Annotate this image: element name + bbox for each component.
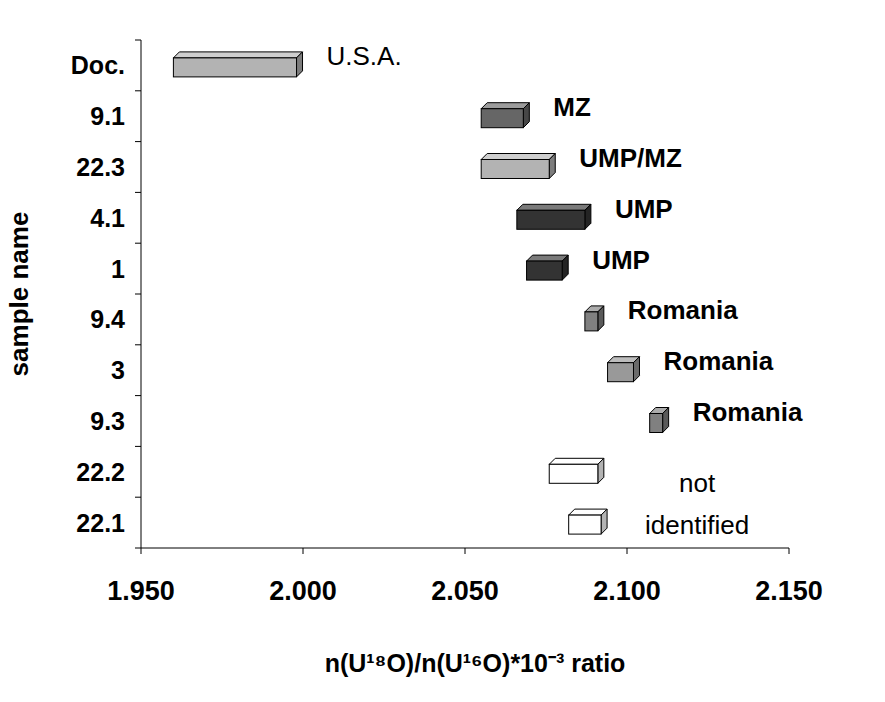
bar-side	[633, 357, 639, 382]
bar-side	[598, 306, 604, 331]
y-tick-mark	[135, 395, 141, 396]
bar	[173, 58, 296, 77]
bar-side	[585, 204, 591, 229]
x-tick-mark	[789, 548, 790, 554]
bar-top	[173, 52, 302, 58]
bar-side	[663, 408, 669, 433]
bar	[569, 515, 601, 534]
y-tick-mark	[135, 141, 141, 142]
bar-top	[481, 103, 529, 109]
y-tick-mark	[135, 192, 141, 193]
x-tick-mark	[465, 548, 466, 554]
bars	[173, 52, 668, 534]
bar-label: Romania	[663, 346, 773, 376]
x-tick-label: 1.950	[107, 576, 175, 606]
bar	[549, 464, 598, 483]
bar-top	[549, 458, 604, 464]
bar-label: Romania	[628, 295, 738, 325]
x-tick-label: 2.150	[755, 576, 823, 606]
bar-top	[517, 204, 591, 210]
y-tick-mark	[135, 497, 141, 498]
x-tick-label: 2.100	[593, 576, 661, 606]
y-tick-mark	[135, 446, 141, 447]
bar-side	[523, 103, 529, 128]
x-tick-mark	[627, 548, 628, 554]
bar-label: Romania	[693, 397, 803, 427]
bar	[585, 312, 598, 331]
bar-label: UMP/MZ	[579, 143, 682, 173]
bar-label: UMP	[592, 245, 650, 275]
bar-label: U.S.A.	[327, 41, 402, 71]
y-tick-label: Doc.	[71, 51, 125, 79]
y-tick-mark	[135, 90, 141, 91]
y-tick-mark	[135, 344, 141, 345]
bar	[650, 414, 663, 433]
bar-top	[481, 154, 555, 160]
y-tick-label: 22.3	[76, 153, 125, 181]
bar	[481, 160, 549, 179]
y-tick-label: 3	[111, 356, 125, 384]
bar-label-line: not	[679, 468, 716, 498]
y-tick-label: 22.1	[76, 509, 125, 537]
bar	[517, 210, 585, 229]
y-tick-label: 9.3	[90, 407, 125, 435]
y-axis-title: sample name	[4, 212, 34, 377]
x-tick-mark	[303, 548, 304, 554]
y-tick-mark	[135, 40, 141, 41]
bar-side	[549, 154, 555, 179]
bar-side	[297, 52, 303, 77]
y-tick-mark	[135, 548, 141, 549]
y-tick-mark	[135, 294, 141, 295]
bar	[527, 261, 563, 280]
bar-side	[598, 458, 604, 483]
y-tick-label: 9.4	[90, 305, 125, 333]
y-tick-label: 9.1	[90, 102, 125, 130]
chart: Doc. 9.1 22.3 4.1 1 9.4 3 9.3 22.2 22.1 1.950 2.000…	[0, 0, 885, 702]
y-tick-mark	[135, 243, 141, 244]
x-tick-label: 2.000	[269, 576, 337, 606]
bar-label: not identified	[645, 468, 749, 540]
x-axis-title: n(U¹⁸O)/n(U¹⁶O)*10⁻³ ratio	[325, 649, 626, 677]
bar-label: UMP	[615, 194, 673, 224]
y-tick-label: 1	[111, 255, 125, 283]
bar-side	[601, 509, 607, 534]
bar-label-line: identified	[645, 510, 749, 540]
x-tick-mark	[141, 548, 142, 554]
y-tick-label: 22.2	[76, 458, 125, 486]
y-tick-label: 4.1	[90, 204, 125, 232]
bar-top	[527, 255, 569, 261]
bar	[481, 109, 523, 128]
x-tick-label: 2.050	[431, 576, 499, 606]
bar	[608, 363, 634, 382]
bar-side	[562, 255, 568, 280]
bar-label: MZ	[553, 92, 591, 122]
